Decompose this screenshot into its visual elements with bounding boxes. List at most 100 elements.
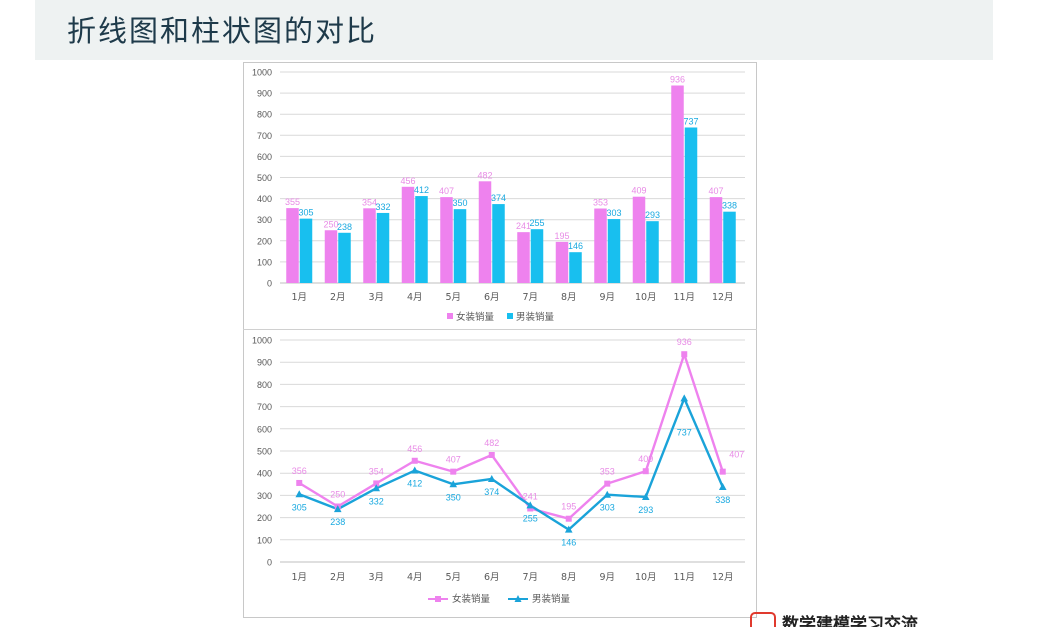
marker-men (487, 474, 496, 482)
marker-men (641, 492, 650, 500)
bar-men (530, 229, 544, 283)
marker-women (642, 468, 649, 475)
data-label-men: 238 (330, 517, 345, 527)
marker-men (372, 484, 381, 492)
data-label-men: 305 (292, 502, 307, 512)
data-label-women: 250 (330, 490, 345, 500)
bar-women (671, 85, 684, 283)
marker-men (718, 482, 727, 490)
y-tick-label: 100 (257, 535, 272, 545)
data-label-women: 195 (561, 502, 576, 512)
legend-label-women: 女装销量 (452, 593, 491, 605)
data-label-women: 355 (285, 197, 300, 207)
x-tick-label: 12月 (712, 572, 734, 583)
data-label-men: 255 (529, 218, 544, 228)
x-tick-label: 7月 (522, 572, 538, 583)
logo-text: 数学建模学习交流 (782, 615, 918, 627)
data-label-men: 146 (561, 538, 576, 548)
x-tick-label: 4月 (407, 572, 423, 583)
x-tick-label: 11月 (673, 572, 695, 583)
y-tick-label: 0 (267, 558, 272, 568)
data-label-men: 412 (414, 185, 429, 195)
y-tick-label: 600 (257, 152, 272, 162)
data-label-women: 936 (670, 75, 685, 85)
data-label-men: 293 (645, 210, 660, 220)
data-label-women: 482 (484, 438, 499, 448)
marker-women (719, 468, 726, 475)
brand-logo: 数学建模学习交流 (750, 612, 970, 627)
x-tick-label: 6月 (484, 572, 500, 583)
marker-men (680, 394, 689, 402)
x-tick-label: 8月 (561, 292, 577, 303)
x-tick-label: 5月 (445, 572, 461, 583)
data-label-women: 250 (323, 219, 338, 229)
bar-men (415, 196, 428, 283)
legend-label-men: 男装销量 (516, 311, 555, 323)
x-tick-label: 2月 (330, 292, 346, 303)
y-tick-label: 800 (257, 110, 272, 120)
x-tick-label: 3月 (368, 292, 384, 303)
data-label-women: 354 (369, 466, 384, 476)
y-tick-label: 500 (257, 173, 272, 183)
bar-women (594, 208, 607, 283)
data-label-women: 407 (729, 450, 744, 460)
legend-marker-men (514, 595, 522, 602)
marker-men (449, 480, 458, 488)
y-tick-label: 500 (257, 447, 272, 457)
data-label-women: 407 (439, 186, 454, 196)
y-tick-label: 700 (257, 131, 272, 141)
data-label-men: 146 (568, 241, 583, 251)
data-label-women: 407 (708, 186, 723, 196)
legend-swatch-women (447, 313, 453, 319)
marker-men (295, 490, 304, 498)
data-label-women: 353 (593, 198, 608, 208)
data-label-men: 238 (337, 222, 352, 232)
y-tick-label: 900 (257, 89, 272, 99)
x-tick-label: 5月 (445, 292, 461, 303)
bar-men (299, 218, 313, 283)
data-label-women: 356 (292, 466, 307, 476)
data-label-men: 255 (523, 513, 538, 523)
bar-men (723, 211, 736, 283)
bar-men (607, 219, 621, 283)
data-label-women: 456 (407, 444, 422, 454)
bar-women (478, 181, 492, 283)
x-tick-label: 10月 (635, 572, 657, 583)
y-tick-label: 800 (257, 380, 272, 390)
x-tick-label: 3月 (368, 572, 384, 583)
data-label-men: 332 (369, 496, 384, 506)
x-tick-label: 1月 (291, 572, 307, 583)
marker-women (296, 479, 303, 486)
data-label-women: 409 (631, 186, 646, 196)
y-tick-label: 700 (257, 402, 272, 412)
y-tick-label: 100 (257, 257, 272, 267)
bar-men (492, 204, 505, 283)
legend-marker-women (435, 596, 441, 602)
title-bar: 折线图和柱状图的对比 (35, 0, 993, 60)
marker-women (373, 480, 380, 487)
data-label-women: 354 (362, 197, 377, 207)
marker-men (526, 501, 535, 509)
data-label-men: 374 (484, 487, 499, 497)
marker-women (565, 515, 572, 522)
x-tick-label: 1月 (291, 292, 307, 303)
bar-women (709, 197, 723, 283)
data-label-women: 936 (677, 337, 692, 347)
bar-women (401, 186, 415, 283)
x-tick-label: 7月 (522, 292, 538, 303)
y-tick-label: 1000 (252, 336, 272, 346)
y-tick-label: 300 (257, 215, 272, 225)
y-tick-label: 200 (257, 236, 272, 246)
x-tick-label: 10月 (635, 292, 657, 303)
bar-women (363, 208, 376, 283)
bar-men (684, 127, 698, 283)
bar-women (555, 241, 569, 283)
data-label-men: 338 (722, 201, 737, 211)
data-label-women: 241 (523, 491, 538, 501)
data-label-men: 293 (638, 505, 653, 515)
bar-women (632, 196, 646, 283)
chart-divider (243, 329, 757, 330)
marker-women (488, 451, 495, 458)
marker-women (411, 457, 418, 464)
bar-men (453, 209, 467, 283)
